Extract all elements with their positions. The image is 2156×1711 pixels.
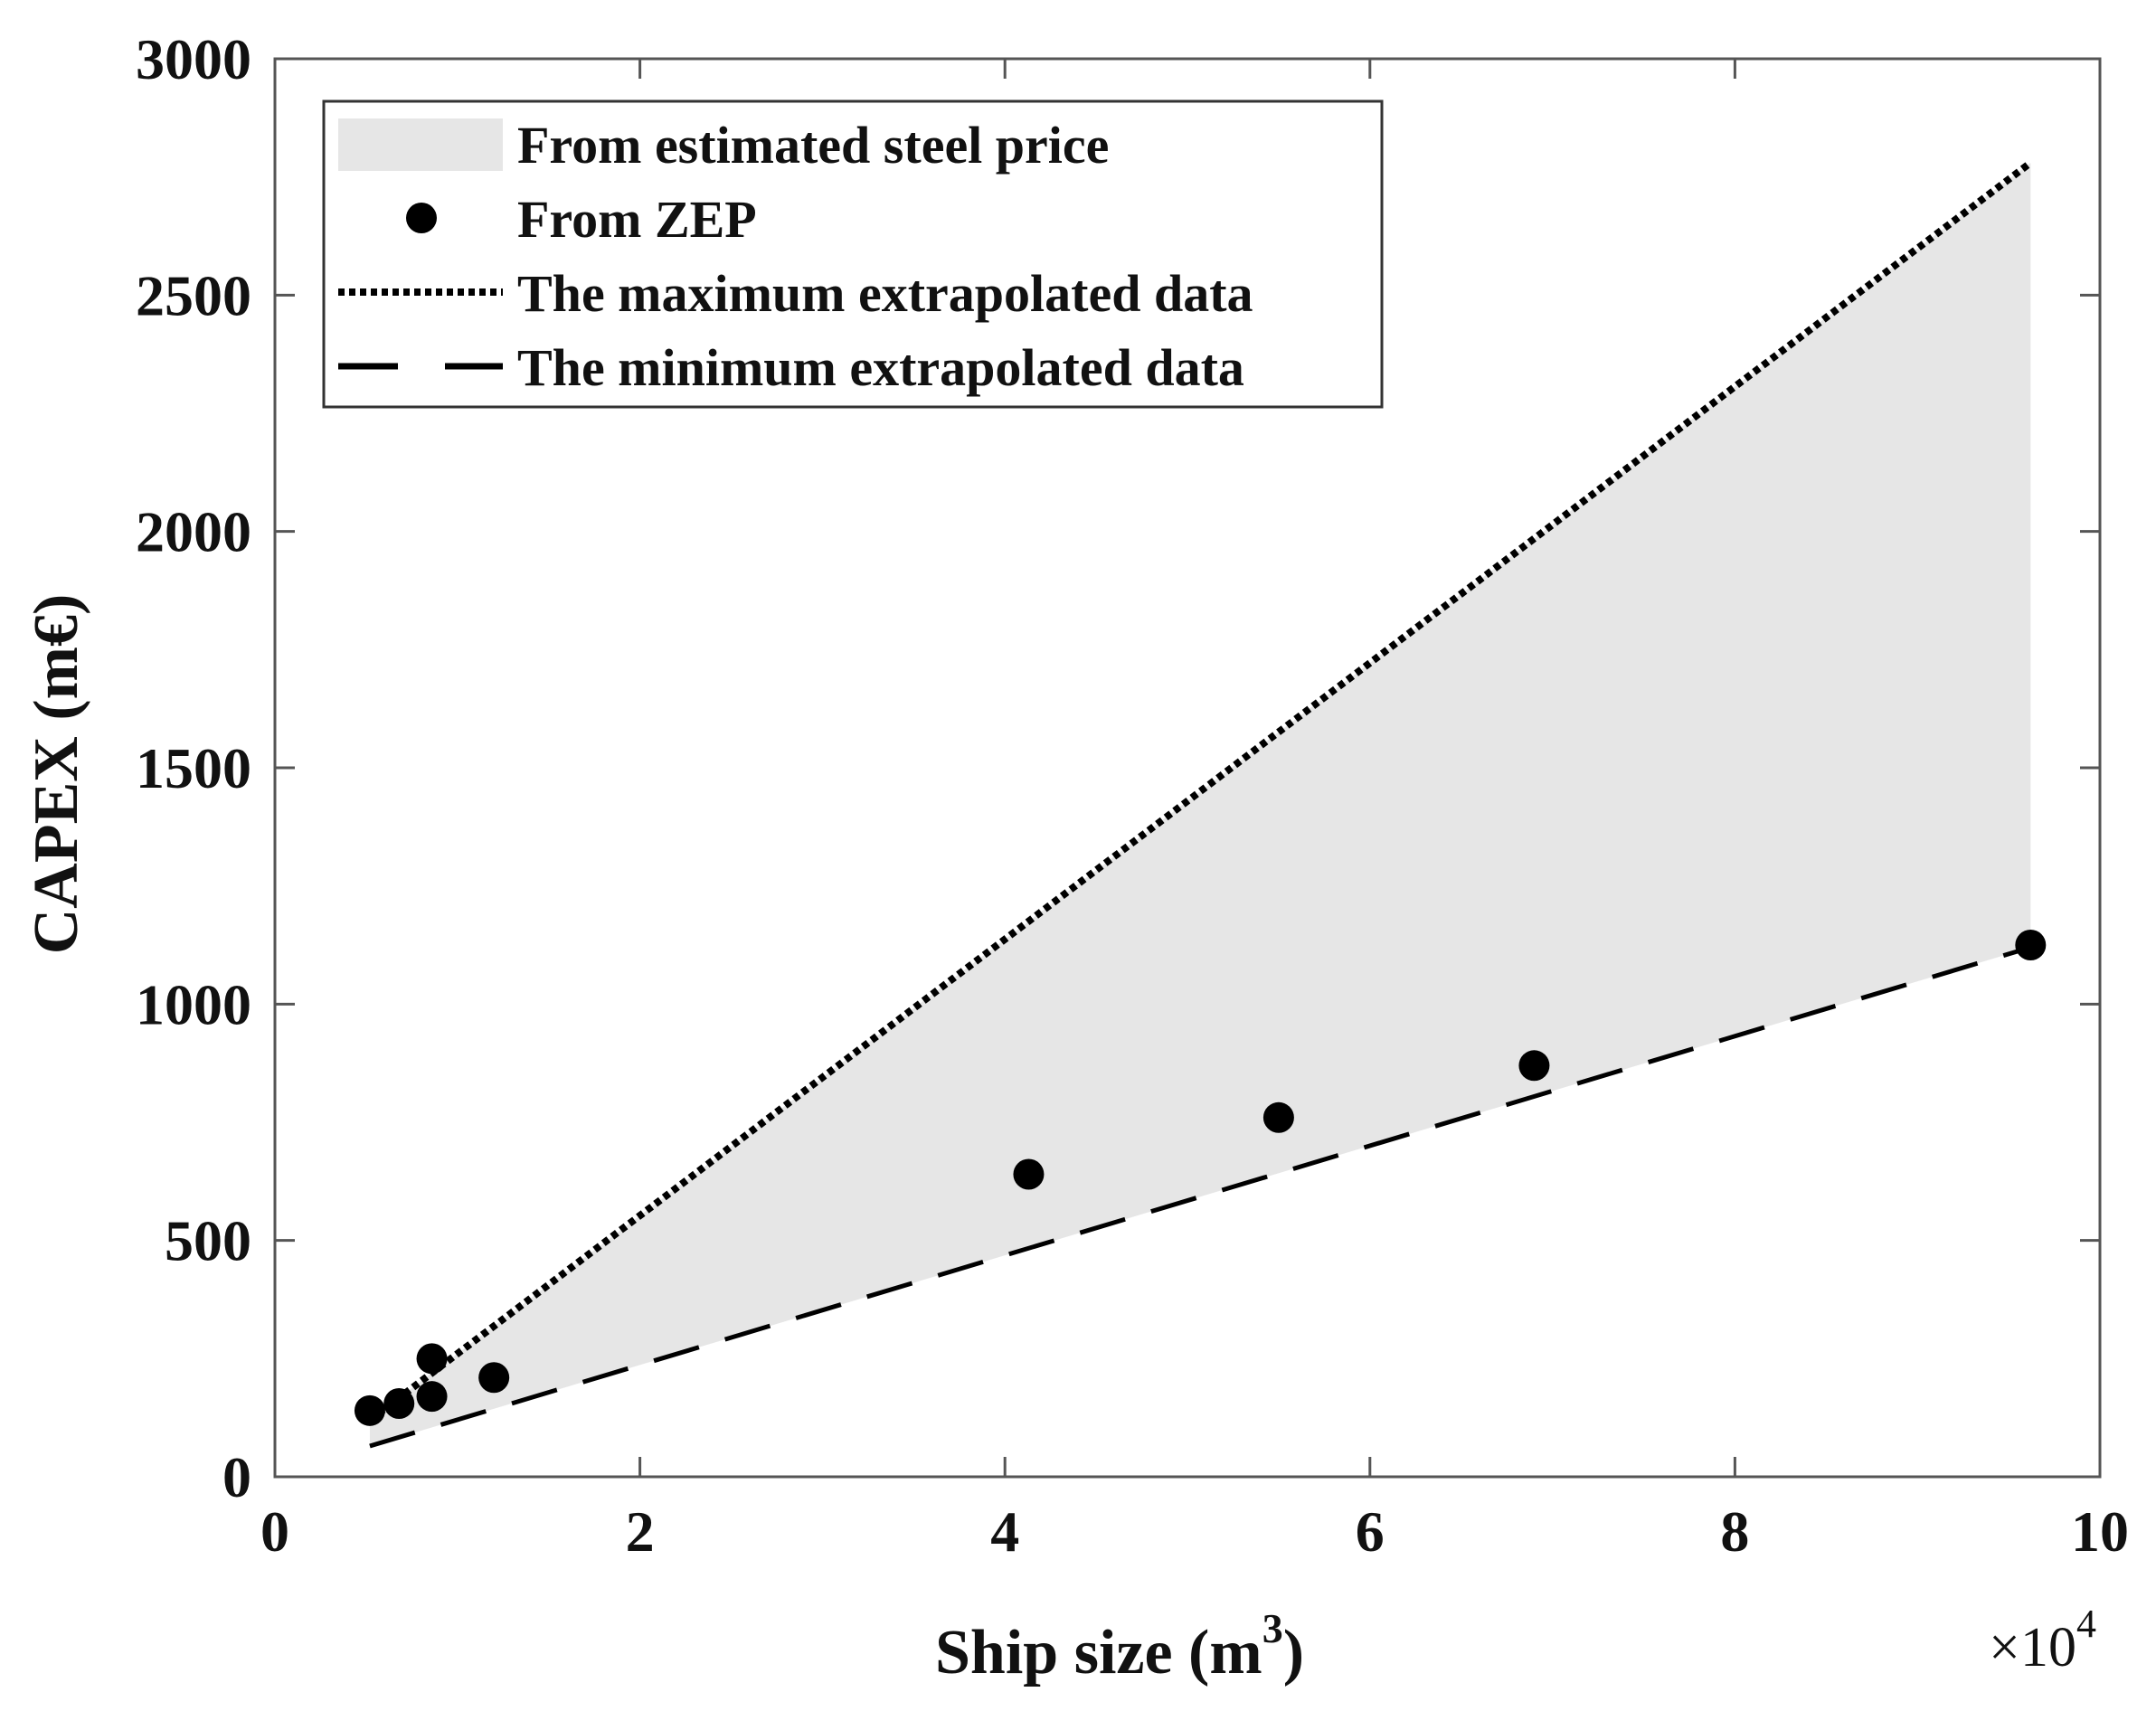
x-axis-title-main: Ship size (m bbox=[935, 1618, 1262, 1687]
min-extrapolated-line bbox=[369, 945, 2032, 1449]
y-tick-label: 1000 bbox=[136, 972, 251, 1036]
zep-point bbox=[478, 1362, 510, 1394]
x-axis-multiplier-exp: 4 bbox=[2076, 1602, 2096, 1646]
x-tick-label: 8 bbox=[1720, 1499, 1749, 1564]
zep-point bbox=[1013, 1158, 1045, 1190]
y-tick-label: 2000 bbox=[136, 500, 251, 564]
x-tick-label: 10 bbox=[2071, 1499, 2129, 1564]
legend-swatch-band bbox=[338, 118, 503, 171]
axis-layer: 0 2 4 6 8 10 0 500 1000 1500 2000 2500 3000 bbox=[136, 27, 2129, 1564]
zep-point bbox=[383, 1387, 415, 1419]
x-tick-label: 0 bbox=[260, 1499, 289, 1564]
x-axis-title-close: ) bbox=[1283, 1618, 1304, 1687]
x-axis-multiplier-base: ×10 bbox=[1989, 1617, 2076, 1678]
y-tick-label: 2500 bbox=[136, 263, 251, 327]
legend: From estimated steel price From ZEP The … bbox=[322, 99, 1384, 409]
zep-point bbox=[416, 1381, 448, 1413]
zep-point bbox=[354, 1394, 385, 1426]
x-axis-title-sup: 3 bbox=[1262, 1605, 1283, 1651]
zep-point bbox=[1518, 1050, 1550, 1082]
x-tick-label: 6 bbox=[1356, 1499, 1385, 1564]
steel-price-band bbox=[369, 162, 2031, 1447]
y-tick-label: 0 bbox=[222, 1445, 251, 1509]
legend-label-band: From estimated steel price bbox=[517, 116, 1109, 175]
y-axis-title: CAPEX (m€) bbox=[22, 594, 91, 955]
y-tick-label: 3000 bbox=[136, 27, 251, 91]
y-tick-label: 500 bbox=[165, 1209, 251, 1273]
legend-label-max: The maximum extrapolated data bbox=[517, 264, 1253, 323]
zep-point bbox=[2015, 930, 2047, 960]
plot-layer bbox=[354, 159, 2047, 1449]
x-axis-title: Ship size (m3) bbox=[935, 1605, 1304, 1687]
legend-swatch-point bbox=[406, 203, 437, 233]
legend-label-min: The minimum extrapolated data bbox=[517, 338, 1244, 397]
x-tick-label: 2 bbox=[626, 1499, 655, 1564]
x-tick-label: 4 bbox=[990, 1499, 1019, 1564]
zep-point bbox=[1262, 1101, 1294, 1133]
legend-label-points: From ZEP bbox=[517, 190, 757, 249]
y-tick-label: 1500 bbox=[136, 736, 251, 800]
x-axis-multiplier: ×104 bbox=[1989, 1602, 2096, 1678]
zep-point bbox=[416, 1343, 448, 1375]
